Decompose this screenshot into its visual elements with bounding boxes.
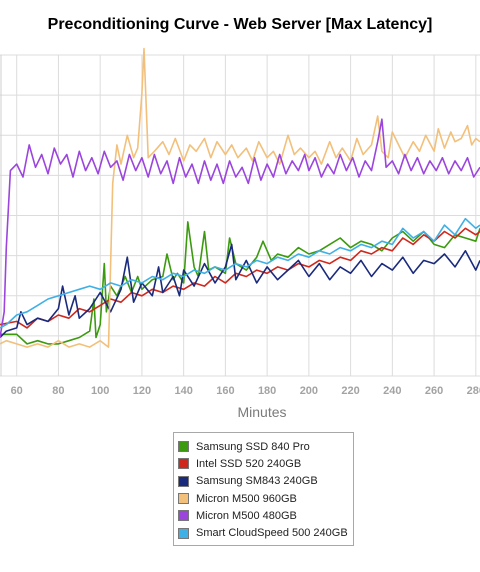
- legend-swatch: [178, 527, 189, 539]
- legend-item: Samsung SM843 240GB: [178, 473, 353, 490]
- x-tick-label: 160: [216, 385, 234, 397]
- legend-label: Smart CloudSpeed 500 240GB: [196, 527, 348, 540]
- x-tick-label: 180: [258, 385, 276, 397]
- legend-item: Intel SSD 520 240GB: [178, 455, 353, 472]
- series-line-0: [0, 221, 480, 345]
- legend-swatch: [178, 441, 189, 453]
- legend-label: Samsung SM843 240GB: [196, 475, 318, 488]
- x-tick-label: 200: [300, 385, 318, 397]
- chart-title: Preconditioning Curve - Web Server [Max …: [47, 16, 433, 33]
- series-lines: [0, 47, 480, 348]
- x-tick-label: 240: [383, 385, 401, 397]
- legend-label: Micron M500 480GB: [196, 509, 297, 522]
- series-line-2: [0, 243, 480, 339]
- legend: Samsung SSD 840 Pro Intel SSD 520 240GB Sa…: [173, 432, 354, 546]
- legend-label: Micron M500 960GB: [196, 492, 297, 505]
- x-tick-label: 100: [91, 385, 109, 397]
- legend-swatch: [178, 493, 189, 505]
- legend-item: Smart CloudSpeed 500 240GB: [178, 524, 353, 541]
- x-tick-label: 140: [174, 385, 192, 397]
- x-axis-title: Minutes: [237, 404, 286, 420]
- legend-label: Samsung SSD 840 Pro: [196, 440, 310, 453]
- x-tick-label: 80: [52, 385, 64, 397]
- legend-item: Micron M500 960GB: [178, 490, 353, 507]
- series-line-1: [0, 227, 480, 329]
- legend-label: Intel SSD 520 240GB: [196, 457, 302, 470]
- x-tick-label: 120: [133, 385, 151, 397]
- x-tick-label: 260: [425, 385, 443, 397]
- legend-swatch: [178, 475, 189, 487]
- legend-swatch: [178, 510, 189, 522]
- legend-item: Micron M500 480GB: [178, 507, 353, 524]
- x-tick-labels: 60 80 100 120 140 160 180 200 220 240 260 280: [11, 385, 480, 397]
- series-line-4: [0, 118, 480, 338]
- x-tick-label: 220: [341, 385, 359, 397]
- x-tick-label: 60: [11, 385, 23, 397]
- x-tick-label: 280: [467, 385, 480, 397]
- grid-lines: [0, 54, 480, 377]
- legend-item: Samsung SSD 840 Pro: [178, 438, 353, 455]
- line-chart: 60 80 100 120 140 160 180 200 220 240 260 280 Minut…: [0, 47, 480, 420]
- series-line-3: [0, 47, 480, 348]
- legend-swatch: [178, 458, 189, 470]
- series-line-5: [0, 217, 480, 329]
